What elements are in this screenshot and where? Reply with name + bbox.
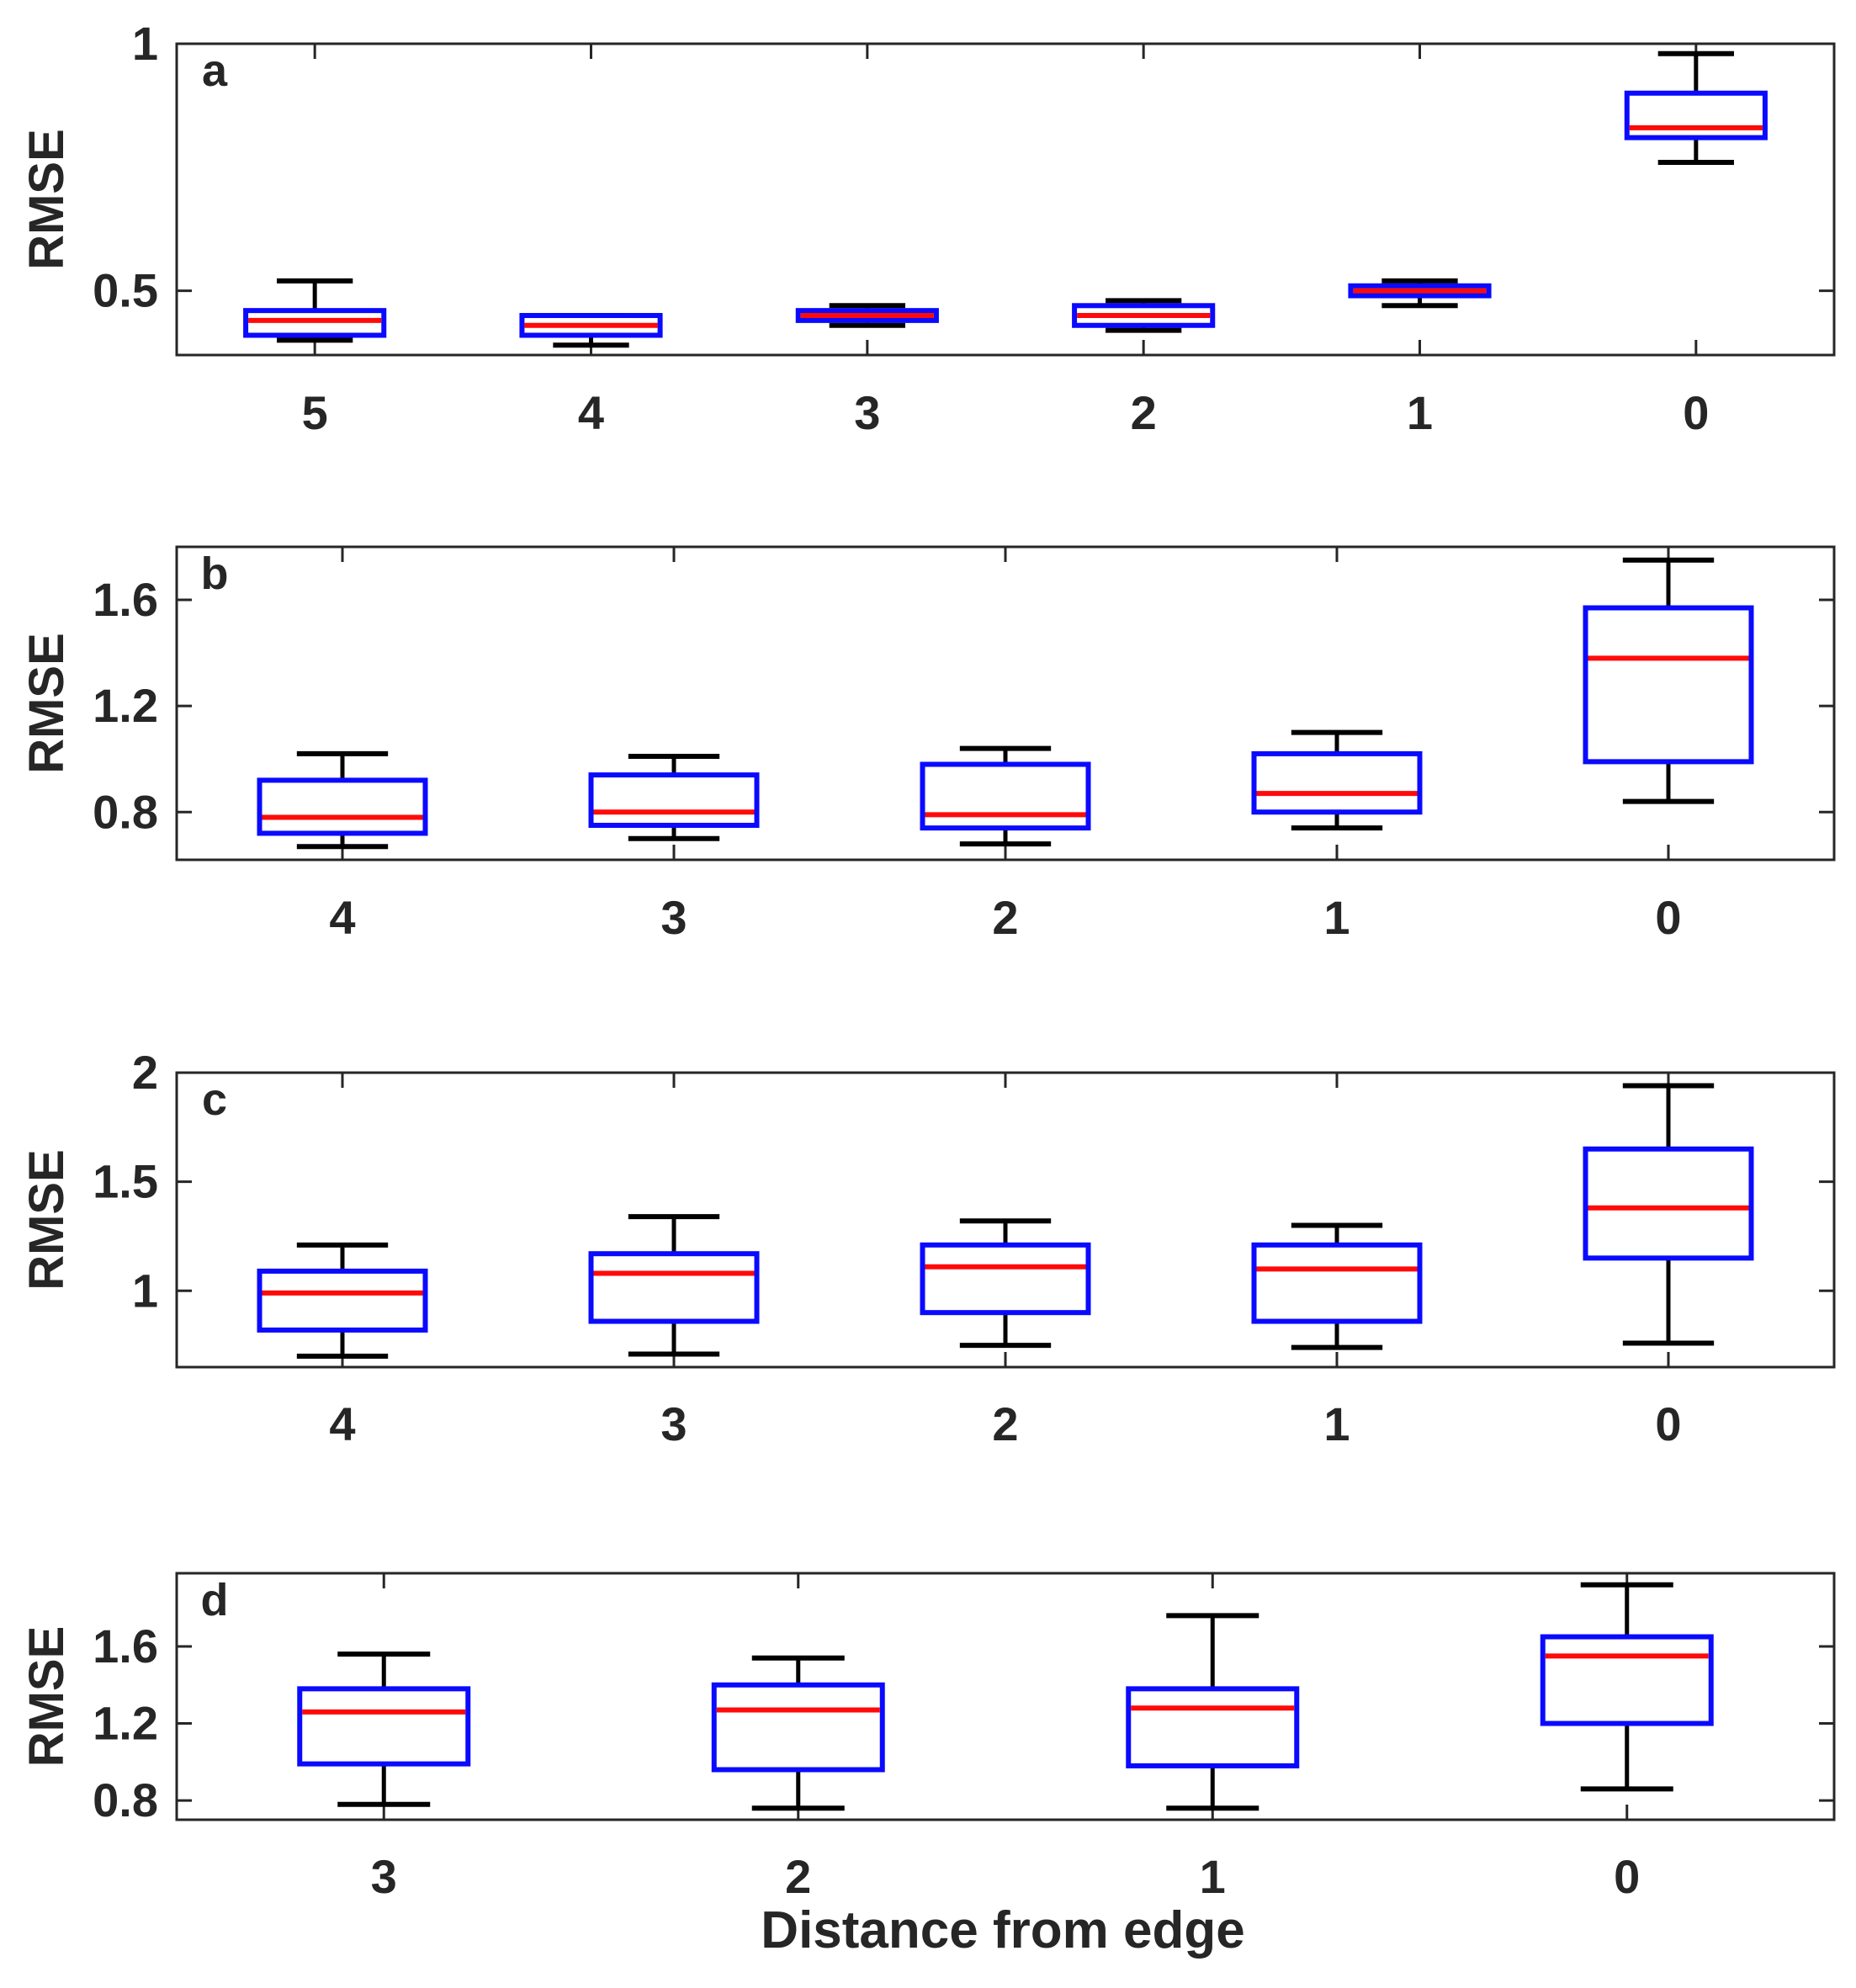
iqr-box [711, 1682, 885, 1773]
y-tick-label: 1.6 [93, 573, 158, 626]
box-1: 1 [1251, 547, 1423, 944]
x-tick-label: 0 [1655, 891, 1681, 944]
y-axis-label: RMSE [19, 129, 74, 270]
x-tick-label: 3 [660, 891, 687, 944]
x-tick-label: 2 [992, 891, 1018, 944]
panel-d: 0.8 1.2 1.6 RMSE d 3 2 1 0 [19, 1572, 1836, 1903]
iqr-box [588, 1251, 760, 1324]
panel-c: 1 1.5 2 RMSE c 4 3 2 1 0 [19, 1046, 1836, 1450]
panel-label: c [202, 1074, 227, 1125]
panel-b: 0.8 1.2 1.6 RMSE b 4 3 2 1 0 [19, 545, 1836, 944]
x-tick-label: 2 [1131, 386, 1157, 439]
y-tick-label: 1.6 [93, 1620, 158, 1673]
box-3: 3 [588, 1073, 760, 1450]
y-tick-label: 1 [132, 17, 158, 70]
panel-label: b [201, 549, 229, 599]
x-tick-label: 2 [992, 1397, 1018, 1450]
box-4: 4 [257, 1073, 428, 1450]
box-3: 3 [588, 547, 760, 944]
box-2: 2 [1072, 44, 1216, 439]
x-tick-label: 1 [1323, 1397, 1350, 1450]
y-axis-label: RMSE [19, 633, 74, 774]
x-tick-label: 5 [302, 386, 328, 439]
box-2: 2 [711, 1573, 885, 1903]
iqr-box [1583, 605, 1754, 765]
box-2: 2 [920, 1073, 1091, 1450]
box-3: 3 [795, 44, 939, 439]
y-tick-label: 0.5 [93, 264, 158, 317]
box-1: 1 [1348, 44, 1492, 439]
iqr-box [257, 1268, 428, 1333]
y-axis-label: RMSE [19, 1626, 74, 1768]
x-tick-label: 4 [329, 1397, 355, 1450]
box-0: 0 [1540, 1573, 1714, 1903]
x-tick-label: 4 [578, 386, 604, 439]
x-tick-label: 4 [329, 891, 355, 944]
iqr-box [1624, 90, 1768, 140]
x-tick-label: 1 [1323, 891, 1350, 944]
box-0: 0 [1583, 1073, 1754, 1450]
y-tick-label: 1.2 [93, 1697, 158, 1750]
y-tick-label: 1.2 [93, 679, 158, 732]
panel-label: a [202, 45, 228, 96]
box-4: 4 [257, 547, 428, 944]
box-0: 0 [1583, 547, 1754, 944]
y-tick-label: 0.8 [93, 1773, 158, 1826]
iqr-box [1251, 750, 1423, 815]
iqr-box [257, 777, 428, 836]
x-tick-label: 1 [1200, 1850, 1226, 1903]
y-tick-label: 0.8 [93, 785, 158, 838]
y-axis-label: RMSE [19, 1149, 74, 1291]
box-4: 4 [519, 44, 663, 439]
iqr-box [1126, 1686, 1300, 1768]
iqr-box [1251, 1242, 1423, 1324]
box-1: 1 [1251, 1073, 1423, 1450]
panels: 0.5 1 RMSE a 5 4 3 2 1 0 0.8 1.2 1.6 RMSE b 4 3 2 1 0 1 1.5 2 R… [19, 17, 1836, 1903]
x-tick-label: 0 [1614, 1850, 1640, 1903]
y-tick-label: 1 [132, 1264, 158, 1317]
iqr-box [920, 761, 1091, 831]
x-tick-label: 0 [1655, 1397, 1681, 1450]
y-tick-label: 2 [132, 1046, 158, 1099]
y-tick-label: 1.5 [93, 1155, 158, 1208]
box-5: 5 [243, 44, 387, 439]
iqr-box [1583, 1146, 1754, 1261]
box-0: 0 [1624, 44, 1768, 439]
plot-frame [175, 42, 1836, 357]
x-tick-label: 2 [785, 1850, 811, 1903]
box-1: 1 [1126, 1573, 1300, 1903]
x-tick-label: 3 [660, 1397, 687, 1450]
iqr-box [297, 1686, 471, 1767]
iqr-box [920, 1242, 1091, 1316]
x-tick-label: 3 [854, 386, 880, 439]
x-tick-label: 0 [1683, 386, 1709, 439]
panel-label: d [201, 1575, 229, 1625]
box-2: 2 [920, 547, 1091, 944]
iqr-box [588, 772, 760, 829]
iqr-box [1540, 1634, 1714, 1726]
panel-a: 0.5 1 RMSE a 5 4 3 2 1 0 [19, 17, 1836, 439]
box-3: 3 [297, 1573, 471, 1903]
plot-frame [175, 1572, 1836, 1821]
x-axis-label: Distance from edge [761, 1901, 1244, 1959]
x-tick-label: 1 [1407, 386, 1433, 439]
x-tick-label: 3 [371, 1850, 397, 1903]
